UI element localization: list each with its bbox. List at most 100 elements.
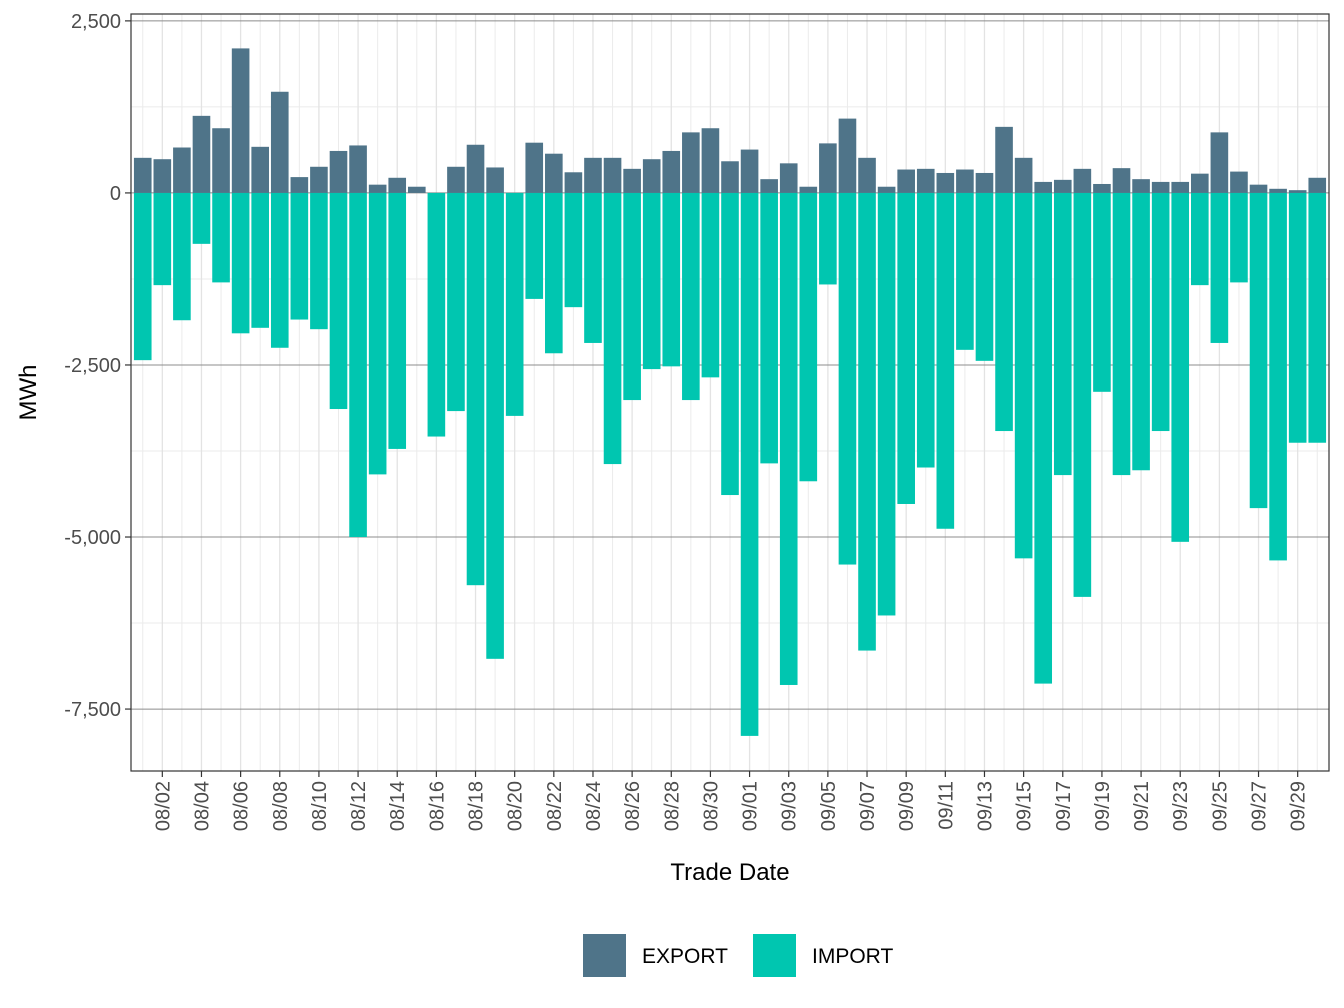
bar-export-09-25	[1210, 132, 1229, 193]
bar-export-09-24	[1190, 173, 1209, 193]
x-tick-label: 08/22	[544, 781, 566, 831]
bar-export-09-19	[1093, 183, 1111, 193]
bar-export-08-06	[231, 48, 250, 193]
bar-import-08-16	[427, 192, 446, 437]
bar-export-09-23	[1171, 181, 1190, 193]
bar-export-08-29	[682, 132, 700, 193]
x-tick-label: 09/15	[1014, 781, 1036, 831]
y-tick-label: -7,500	[64, 699, 121, 721]
x-tick-label: 09/05	[818, 781, 840, 831]
bar-import-09-15	[1014, 192, 1033, 559]
bars	[133, 48, 1327, 736]
bar-export-09-22	[1151, 181, 1170, 193]
legend: EXPORT IMPORT	[583, 934, 893, 977]
bar-import-09-27	[1249, 192, 1268, 509]
bar-import-08-10	[310, 192, 328, 330]
bar-import-09-14	[995, 192, 1013, 432]
bar-export-08-26	[623, 168, 641, 193]
bar-import-09-26	[1230, 192, 1248, 283]
bar-import-09-22	[1151, 192, 1170, 432]
x-tick-label: 08/26	[622, 781, 644, 831]
bar-import-08-07	[251, 192, 270, 328]
panel-border	[130, 13, 1330, 772]
bar-import-09-11	[936, 192, 955, 529]
x-tick-label: 09/29	[1288, 781, 1310, 831]
x-tick-label: 08/10	[309, 781, 331, 831]
x-tick-label: 08/12	[348, 781, 370, 831]
x-tick-label: 08/30	[700, 781, 722, 831]
bar-import-09-18	[1073, 192, 1092, 597]
bar-import-08-29	[682, 192, 700, 401]
bar-import-09-01	[740, 192, 759, 736]
bar-import-08-14	[388, 192, 407, 449]
bar-export-08-19	[486, 167, 504, 193]
x-tick-label: 09/21	[1131, 781, 1153, 831]
bar-import-09-10	[916, 192, 935, 468]
bar-export-09-17	[1053, 179, 1072, 193]
bar-export-08-04	[192, 115, 211, 193]
bar-export-08-15	[407, 186, 426, 193]
bar-export-08-30	[701, 128, 720, 193]
bar-export-09-12	[956, 169, 974, 193]
bar-import-09-19	[1093, 192, 1111, 392]
bar-export-08-12	[349, 145, 367, 193]
bar-import-08-18	[466, 192, 485, 586]
bar-import-08-09	[290, 192, 309, 320]
bar-import-08-19	[486, 192, 504, 659]
bar-export-09-27	[1249, 184, 1268, 193]
bar-import-08-04	[192, 192, 211, 244]
x-tick-label: 08/20	[505, 781, 527, 831]
bar-import-09-25	[1210, 192, 1229, 343]
bar-import-08-03	[173, 192, 191, 321]
bar-export-09-05	[819, 143, 837, 193]
x-tick-label: 09/09	[896, 781, 918, 831]
bar-import-09-05	[819, 192, 837, 285]
bar-export-09-09	[897, 169, 915, 193]
bar-import-09-20	[1112, 192, 1131, 476]
bar-export-09-21	[1132, 179, 1150, 193]
bar-export-09-28	[1269, 188, 1287, 193]
bar-import-08-01	[133, 192, 152, 361]
bar-import-09-29	[1288, 192, 1307, 443]
x-tick-label: 09/07	[857, 781, 879, 831]
bar-import-09-09	[897, 192, 915, 504]
x-tick-label: 09/01	[740, 781, 762, 831]
bar-export-09-20	[1112, 168, 1131, 193]
bar-import-09-06	[838, 192, 857, 565]
bar-export-08-24	[584, 157, 602, 193]
bar-export-08-01	[133, 157, 152, 193]
legend-swatch-export	[583, 934, 626, 977]
y-axis: 2,500 0 -2,500 -5,000 -7,500	[64, 11, 131, 721]
bar-import-08-13	[368, 192, 387, 475]
bar-export-08-03	[173, 147, 191, 193]
x-axis: 08/02 08/04 08/06 08/08 08/10 08/12 08/14 08/16…	[152, 771, 1310, 831]
bar-import-08-11	[329, 192, 348, 410]
bar-import-08-23	[564, 192, 583, 308]
bar-export-08-13	[368, 184, 387, 193]
x-tick-label: 09/27	[1249, 781, 1271, 831]
bar-import-09-03	[779, 192, 798, 685]
bar-export-09-11	[936, 172, 955, 193]
bar-import-09-24	[1190, 192, 1209, 286]
bar-export-09-18	[1073, 168, 1092, 193]
bar-export-09-08	[877, 186, 896, 193]
bar-import-08-02	[153, 192, 172, 286]
bar-import-08-25	[603, 192, 622, 465]
bar-export-08-14	[388, 177, 407, 193]
bar-export-09-30	[1308, 177, 1327, 193]
bar-import-08-06	[231, 192, 250, 334]
bar-import-09-17	[1053, 192, 1072, 476]
y-tick-label: -5,000	[64, 527, 121, 549]
x-tick-label: 09/11	[935, 781, 957, 830]
bar-import-09-02	[760, 192, 778, 464]
x-tick-label: 08/18	[466, 781, 488, 831]
bar-export-09-14	[995, 126, 1013, 193]
x-tick-label: 08/08	[270, 781, 292, 831]
bar-export-09-07	[858, 157, 876, 193]
bar-import-08-12	[349, 192, 367, 538]
bar-export-08-07	[251, 146, 270, 193]
x-tick-label: 08/02	[152, 781, 174, 831]
bar-import-08-27	[642, 192, 661, 370]
bar-import-08-31	[721, 192, 739, 496]
